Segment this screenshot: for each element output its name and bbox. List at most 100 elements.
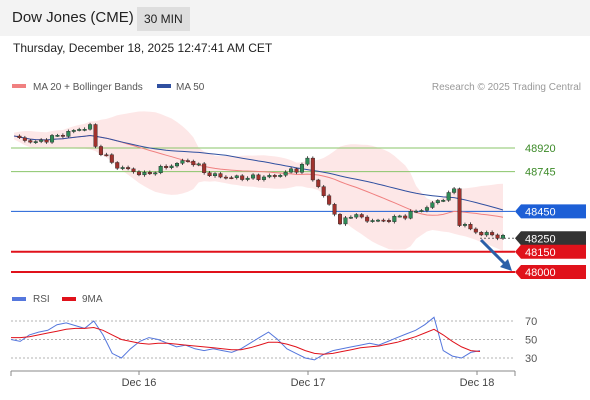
- rsi-panel: 70 50 30: [10, 316, 537, 365]
- candle-body: [370, 220, 375, 222]
- candle-body: [479, 232, 484, 236]
- candle-body: [158, 166, 163, 174]
- candle-body: [22, 137, 27, 141]
- candle-body: [419, 210, 424, 212]
- candle-body: [381, 219, 386, 222]
- rsi-ma-line: [11, 326, 481, 355]
- candle-body: [348, 216, 353, 219]
- level-tag-48000: [515, 265, 586, 279]
- level-label-48450: 48450: [525, 206, 556, 218]
- ma20-legend-label: MA 20 + Bollinger Bands: [33, 82, 143, 93]
- candle-body: [174, 163, 179, 167]
- candle-body: [484, 232, 489, 236]
- candle-body: [397, 215, 402, 218]
- candle-body: [147, 172, 152, 175]
- candle-body: [376, 219, 381, 222]
- candle-body: [446, 192, 451, 201]
- rsi-legend-label: RSI: [33, 294, 50, 305]
- candle-body: [142, 172, 147, 176]
- ma20-legend-swatch: [12, 84, 26, 88]
- candle-body: [93, 124, 98, 147]
- main-panel: 48920 48745 48450 48250 48150 48000: [11, 111, 586, 279]
- candle-body: [136, 171, 141, 176]
- candle-body: [120, 167, 125, 169]
- candle-body: [131, 168, 136, 172]
- candle-body: [164, 166, 169, 168]
- candle-body: [435, 200, 440, 203]
- instrument-title: Dow Jones (CME): [12, 9, 134, 26]
- candle-body: [289, 168, 294, 173]
- candle-body: [240, 175, 245, 180]
- candle-body: [424, 207, 429, 211]
- candle-body: [180, 160, 185, 164]
- candle-body: [473, 228, 478, 233]
- level-label-48000: 48000: [525, 267, 556, 279]
- candle-body: [185, 160, 190, 162]
- candle-body: [408, 211, 413, 219]
- candle-body: [223, 176, 228, 179]
- candle-body: [213, 173, 218, 177]
- candle-body: [71, 130, 76, 132]
- candle-body: [283, 171, 288, 176]
- chart-header: Dow Jones (CME) 30 MIN: [0, 0, 590, 36]
- level-label-48250: 48250: [525, 233, 556, 245]
- candle-body: [126, 167, 131, 170]
- candle-body: [66, 131, 71, 137]
- candle-body: [77, 129, 82, 131]
- candle-body: [294, 168, 299, 173]
- candle-body: [251, 174, 256, 179]
- rsi-tick-30: 30: [525, 353, 537, 365]
- candle-body: [17, 135, 22, 139]
- forecast-arrow: [479, 238, 507, 266]
- candle-body: [332, 204, 337, 215]
- candle-body: [359, 214, 364, 218]
- candle-body: [218, 173, 223, 178]
- candle-body: [82, 129, 87, 131]
- candle-body: [267, 175, 272, 178]
- rsi-tick-70: 70: [525, 316, 537, 328]
- candle-body: [272, 175, 277, 177]
- candle-body: [414, 210, 419, 213]
- candle-body: [207, 172, 212, 177]
- candle-body: [169, 165, 174, 168]
- time-tick-label: Dec 17: [291, 377, 326, 389]
- candle-body: [462, 224, 467, 226]
- candle-body: [338, 214, 343, 225]
- level-tag-48450: [515, 204, 586, 219]
- candle-body: [88, 124, 93, 130]
- candle-body: [153, 172, 158, 175]
- candle-body: [115, 162, 120, 169]
- candle-body: [299, 164, 304, 173]
- interval-button[interactable]: 30 MIN: [137, 7, 190, 31]
- time-tick-label: Dec 16: [122, 377, 157, 389]
- level-tag-48150: [515, 244, 586, 259]
- candle-body: [452, 188, 457, 193]
- candle-body: [403, 215, 408, 219]
- candle-body: [430, 202, 435, 208]
- level-tag-48250: [515, 231, 586, 246]
- candle-body: [386, 220, 391, 222]
- candle-body: [28, 140, 33, 143]
- candle-body: [310, 157, 315, 181]
- candle-body: [343, 217, 348, 225]
- candle-body: [327, 195, 332, 205]
- level-label-48920: 48920: [525, 143, 556, 155]
- candle-body: [468, 224, 473, 230]
- candle-body: [501, 235, 506, 239]
- time-tick-label: Dec 18: [460, 377, 495, 389]
- candle-body: [234, 175, 239, 178]
- candle-body: [202, 163, 207, 173]
- candle-body: [60, 135, 65, 137]
- candle-body: [495, 234, 500, 239]
- rsi-ma-legend-label: 9MA: [82, 294, 103, 305]
- candle-body: [321, 186, 326, 196]
- candle-body: [261, 176, 266, 180]
- candle-body: [98, 146, 103, 155]
- candle-body: [191, 160, 196, 166]
- candle-body: [229, 177, 234, 180]
- ma50-legend-label: MA 50: [176, 82, 205, 93]
- rsi-tick-50: 50: [525, 335, 537, 347]
- candle-body: [392, 216, 397, 222]
- forecast-arrow-head: [500, 259, 512, 271]
